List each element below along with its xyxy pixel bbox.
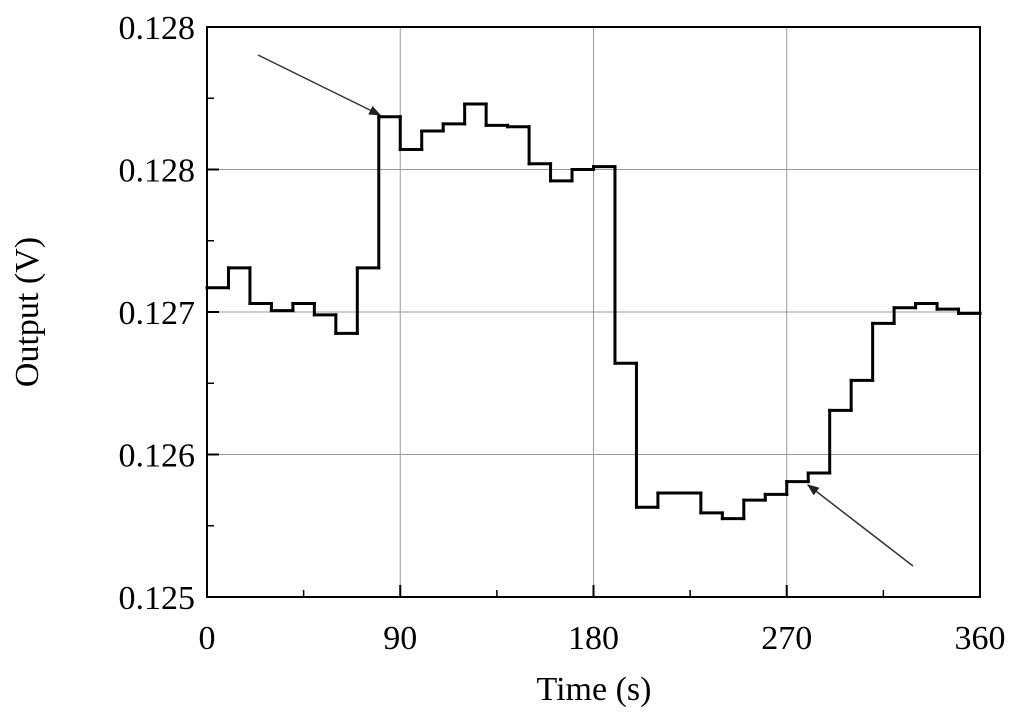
x-tick-label: 0 [199,620,216,657]
x-tick-label: 270 [761,620,812,657]
y-tick-label: 0.127 [119,295,196,332]
annotation-arrow [257,54,382,116]
x-tick-label: 180 [568,620,619,657]
y-tick-label: 0.128 [119,153,196,190]
y-tick-label: 0.128 [119,10,196,47]
x-tick-label: 360 [955,620,1006,657]
y-axis-label: Output (V) [9,237,46,387]
y-tick-label: 0.125 [119,580,196,617]
annotation-arrow [807,484,914,567]
x-axis-label: Time (s) [537,671,652,708]
y-tick-label: 0.126 [119,438,196,475]
x-tick-label: 90 [383,620,417,657]
